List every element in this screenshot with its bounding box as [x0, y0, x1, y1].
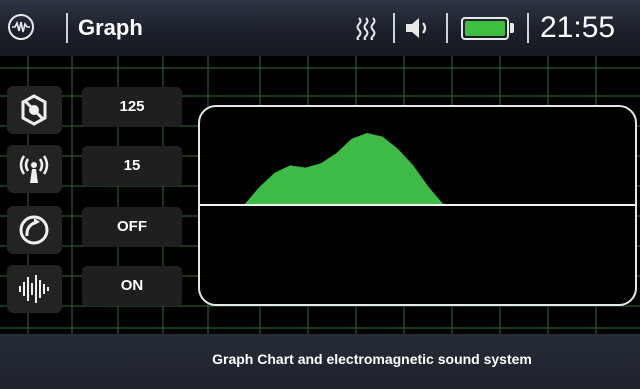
divider: [393, 13, 395, 43]
divider: [66, 13, 68, 43]
sensitivity-icon: [21, 94, 47, 126]
signal-antenna-icon: [19, 155, 49, 183]
sound-value[interactable]: ON: [82, 266, 182, 306]
signal-graph-panel: [198, 105, 637, 306]
footer-bar: Graph Chart and electromagnetic sound sy…: [0, 334, 640, 389]
vibration-icon[interactable]: [356, 16, 376, 40]
sensitivity-button[interactable]: [7, 86, 62, 134]
page-title: Graph: [78, 15, 143, 40]
signal-button[interactable]: [7, 145, 62, 193]
sensitivity-value[interactable]: 125: [82, 87, 182, 127]
divider: [527, 13, 529, 43]
status-bar: Graph 21:55: [0, 0, 640, 56]
sound-button[interactable]: [7, 265, 62, 313]
ground-balance-icon: [19, 215, 49, 245]
battery-level: [465, 21, 505, 36]
wave-logo-icon[interactable]: [8, 14, 34, 40]
signal-graph: [200, 133, 635, 206]
battery-icon: [461, 17, 509, 40]
speaker-icon[interactable]: [404, 17, 436, 39]
main-area: 125 15 OFF: [0, 56, 640, 334]
sound-wave-icon: [19, 275, 49, 303]
ground-balance-value[interactable]: OFF: [82, 207, 182, 247]
battery-tip: [510, 23, 514, 33]
divider: [446, 13, 448, 43]
signal-area: [244, 133, 444, 205]
footer-caption: Graph Chart and electromagnetic sound sy…: [212, 351, 532, 367]
signal-value[interactable]: 15: [82, 146, 182, 186]
ground-balance-button[interactable]: [7, 206, 62, 254]
clock: 21:55: [540, 11, 616, 44]
